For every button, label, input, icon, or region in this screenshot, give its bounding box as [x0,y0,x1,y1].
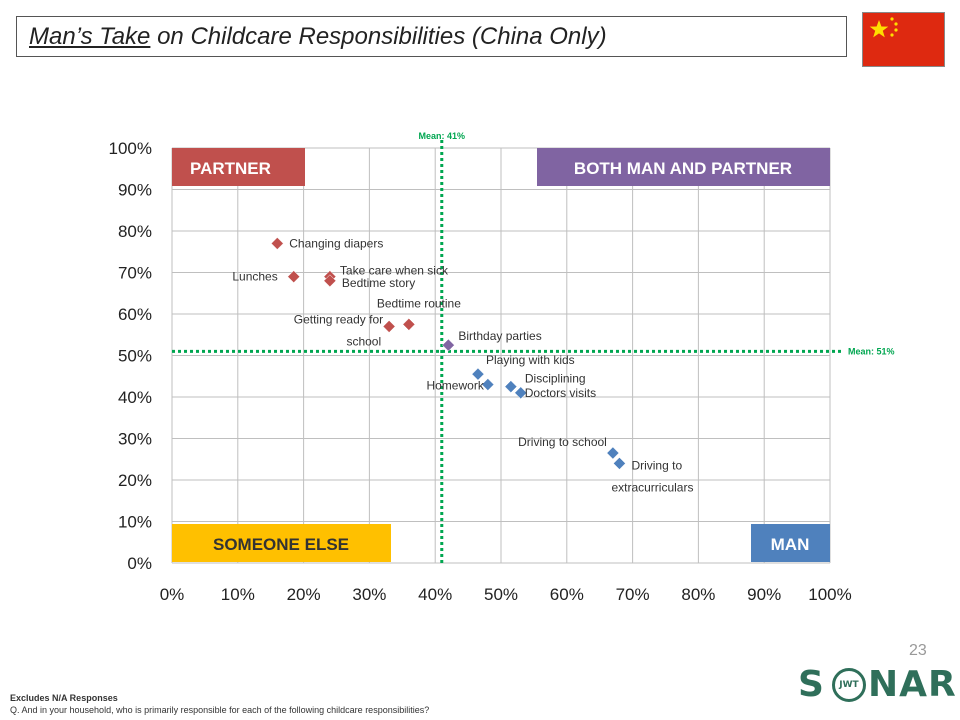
data-point-marker [402,318,416,331]
flag-small-star [894,22,898,26]
logo-text-right: NAR [868,664,957,705]
sonar-logo: S JWT NAR [798,664,956,708]
data-point-marker [270,237,284,250]
scatter-chart: 0% 10% 20% 30% 40% 50% 60% 70% 80% 90% 100% 0% 10% 20… [109,131,895,604]
y-tick-label: 60% [118,305,152,324]
data-point-label: Doctors visits [525,386,596,400]
y-tick-label: 90% [118,181,152,200]
data-point-label: Disciplining [525,372,586,386]
footer-question: Q. And in your household, who is primari… [10,705,430,715]
quadrant-label-bottom-left: SOMEONE ELSE [213,535,349,554]
mean-label-x: Mean: 41% [419,131,466,141]
data-point-label: Changing diapers [289,236,383,250]
data-point-label: Driving to [631,458,682,472]
data-point-marker [323,274,337,288]
data-point-marker [504,380,518,393]
x-tick-label: 90% [747,585,781,604]
logo-text-left: S [798,664,825,705]
data-point-label: Lunches [232,270,277,284]
y-tick-label: 80% [118,222,152,241]
quadrant-label-box-top-right [537,148,830,186]
data-point-label: Driving to school [518,435,607,449]
data-point-label: Bedtime routine [377,296,461,310]
flag-big-star [869,20,889,38]
page-number: 23 [909,642,927,659]
y-tick-label: 20% [118,471,152,490]
x-tick-label: 20% [287,585,321,604]
x-tick-label: 0% [160,585,185,604]
data-point-marker [442,338,455,352]
page-title-rest: on Childcare Responsibilities (China Onl… [150,22,607,50]
data-point-label: Getting ready for [294,312,383,326]
x-tick-label: 80% [681,585,715,604]
page-title: Man’s Take on Childcare Responsibilities… [29,23,607,51]
title-box: Man’s Take on Childcare Responsibilities… [16,16,847,57]
y-tick-label: 50% [118,347,152,366]
logo-circle: JWT [832,668,866,702]
data-point-label: school [346,334,381,348]
data-point-marker [471,367,485,381]
flag-small-star [890,33,894,37]
flag-small-star [890,17,894,21]
data-point-label: extracurriculars [611,480,693,494]
data-point-label: Homework [426,379,484,393]
x-tick-label: 60% [550,585,584,604]
y-tick-label: 10% [118,513,152,532]
x-tick-label: 40% [418,585,452,604]
y-tick-label: 30% [118,430,152,449]
data-point-label: Take care when sick [340,264,449,278]
x-tick-label: 70% [616,585,650,604]
quadrant-label-box-bottom-left [172,524,391,562]
data-point-marker [613,457,626,470]
data-point-marker [606,446,620,460]
logo-inner-text: JWT [839,680,859,690]
page-title-emphasis: Man’s Take [29,22,151,50]
mean-label-y: Mean: 51% [848,346,895,356]
y-tick-label: 100% [109,139,152,158]
y-tick-label: 0% [127,554,152,573]
data-point-marker [514,386,528,400]
y-tick-label: 70% [118,264,152,283]
data-point-marker [382,320,396,333]
data-point-marker [287,270,301,284]
x-tick-label: 10% [221,585,255,604]
data-point-label: Bedtime story [342,276,415,290]
flag-small-star [894,28,898,32]
quadrant-label-box-bottom-right [751,524,830,562]
y-tick-label: 40% [118,388,152,407]
quadrant-label-top-right: BOTH MAN AND PARTNER [574,159,792,178]
china-flag-graphic [869,17,898,38]
x-tick-label: 30% [352,585,386,604]
quadrant-label-box-top-left [172,148,305,186]
x-tick-label: 100% [808,585,851,604]
china-flag-icon [862,12,945,67]
x-tick-label: 50% [484,585,518,604]
quadrant-label-bottom-right: MAN [771,535,810,554]
data-point-marker [481,378,495,391]
quadrant-label-top-left: PARTNER [190,159,271,178]
data-point-label: Birthday parties [458,329,541,343]
data-point-label: Playing with kids [486,353,575,367]
footer-note: Excludes N/A Responses [10,693,118,703]
footer: Excludes N/A Responses Q. And in your ho… [10,692,429,716]
